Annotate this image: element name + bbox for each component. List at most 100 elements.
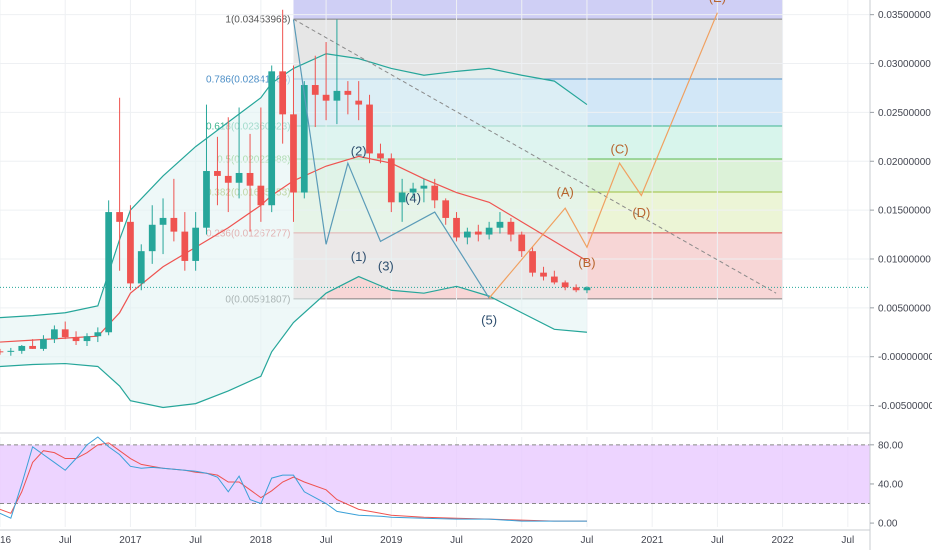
x-tick-label-11: Jul xyxy=(711,535,724,546)
x-tick-label-10: 2021 xyxy=(641,535,664,546)
wave-label-2: (3) xyxy=(378,259,394,274)
projection-label-0: (A) xyxy=(557,184,574,199)
bollinger-fill xyxy=(0,53,587,408)
candle-body-45 xyxy=(485,227,493,235)
rsi-panel xyxy=(0,432,870,522)
x-tick-label-4: 2018 xyxy=(250,535,273,546)
candle-body-2 xyxy=(18,345,26,351)
candle-body-48 xyxy=(518,234,526,252)
fib-label-1: 1(0.03453968) xyxy=(225,15,290,26)
fib-label-0.786: 0.786(0.02841466) xyxy=(206,75,291,86)
wave-label-1: (2) xyxy=(351,143,367,158)
candle-body-21 xyxy=(224,175,232,183)
candle-body-33 xyxy=(355,100,363,105)
candle-body-42 xyxy=(453,217,460,238)
projection-waves: (A) (B) (C) (D) (E) xyxy=(488,0,726,299)
candle-body-39 xyxy=(420,185,428,189)
x-tick-label-9: Jul xyxy=(581,535,594,546)
candle-body-24 xyxy=(257,185,265,206)
candle-body-23 xyxy=(246,172,254,186)
candle-body-9 xyxy=(94,332,102,337)
candle-body-41 xyxy=(442,200,450,218)
rsi-tick-label-0: 80.00 xyxy=(878,440,903,451)
y-tick-label-5: 0.01000000 xyxy=(878,254,931,265)
x-tick-label-0: 2016 xyxy=(0,535,12,546)
y-tick-label-6: 0.00500000 xyxy=(878,303,931,314)
candle-body-27 xyxy=(290,114,297,193)
bollinger-lower xyxy=(0,275,588,409)
candles xyxy=(0,9,591,356)
candle-body-12 xyxy=(127,221,134,284)
candle-body-6 xyxy=(61,329,69,338)
candle-body-49 xyxy=(529,251,536,273)
candle-body-17 xyxy=(181,231,189,261)
projection-label-3: (D) xyxy=(632,205,650,220)
price-axis-background xyxy=(870,0,932,550)
candle-body-52 xyxy=(561,282,569,288)
candle-body-46 xyxy=(496,221,504,228)
candle-body-28 xyxy=(300,85,308,193)
rsi-tick-label-2: 0.00 xyxy=(878,519,898,530)
candle-body-34 xyxy=(366,104,373,154)
elliott-waves: (1) (2) (3) (4) (5) xyxy=(292,19,497,327)
candle-body-10 xyxy=(105,212,113,333)
candle-body-43 xyxy=(463,231,471,238)
candle-body-36 xyxy=(387,158,395,203)
candle-body-14 xyxy=(148,224,156,252)
projection-label-4: (E) xyxy=(709,0,726,5)
rsi-signal-line xyxy=(0,442,587,522)
bollinger-bands xyxy=(0,18,870,409)
candle-body-54 xyxy=(583,287,591,291)
candle-body-11 xyxy=(116,212,123,222)
y-tick-label-7: -0.00000000 xyxy=(878,352,932,363)
candle-body-8 xyxy=(83,336,91,342)
rsi-band xyxy=(0,444,870,504)
candle-body-31 xyxy=(333,90,341,101)
y-tick-label-4: 0.01500000 xyxy=(878,206,931,217)
candle-body-37 xyxy=(398,192,406,203)
x-tick-label-3: Jul xyxy=(189,535,202,546)
rsi-line xyxy=(0,436,587,522)
y-tick-label-3: 0.02000000 xyxy=(878,157,931,168)
candle-body-5 xyxy=(51,329,58,340)
x-tick-label-12: 2022 xyxy=(771,535,794,546)
projection-label-2: (C) xyxy=(611,141,629,156)
y-tick-label-0: 0.03500000 xyxy=(878,10,931,21)
candle-body-35 xyxy=(377,153,384,159)
x-tick-label-6: 2019 xyxy=(380,535,403,546)
x-tick-label-1: Jul xyxy=(59,535,72,546)
candle-body-44 xyxy=(474,231,482,235)
candle-body-18 xyxy=(192,227,200,261)
candle-body-53 xyxy=(572,287,580,291)
candle-body-16 xyxy=(170,217,178,232)
x-tick-label-13: Jul xyxy=(841,535,854,546)
y-tick-label-1: 0.03000000 xyxy=(878,59,931,70)
candle-body-25 xyxy=(268,71,276,206)
candle-body-0 xyxy=(0,351,4,353)
wave-label-4: (5) xyxy=(481,312,497,327)
candle-body-29 xyxy=(311,85,319,95)
candle-body-7 xyxy=(72,337,80,342)
projection-label-1: (B) xyxy=(578,255,595,270)
candle-body-30 xyxy=(322,94,330,101)
candle-body-40 xyxy=(431,185,439,201)
projection-path xyxy=(488,12,718,299)
x-tick-label-7: Jul xyxy=(450,535,463,546)
rsi-tick-label-1: 40.00 xyxy=(878,479,903,490)
y-tick-label-8: -0.00500000 xyxy=(878,401,932,412)
candle-body-20 xyxy=(214,171,221,176)
x-tick-label-8: 2020 xyxy=(511,535,534,546)
candle-body-51 xyxy=(550,276,558,283)
candle-body-50 xyxy=(540,272,547,277)
wave-label-3: (4) xyxy=(405,190,421,205)
candle-body-38 xyxy=(409,188,417,193)
wave-label-0: (1) xyxy=(351,249,367,264)
candle-body-22 xyxy=(235,172,243,183)
candle-body-13 xyxy=(137,251,145,284)
candle-body-47 xyxy=(507,221,515,235)
x-tick-label-5: Jul xyxy=(320,535,333,546)
candle-body-4 xyxy=(40,339,47,349)
candle-body-15 xyxy=(159,217,167,225)
